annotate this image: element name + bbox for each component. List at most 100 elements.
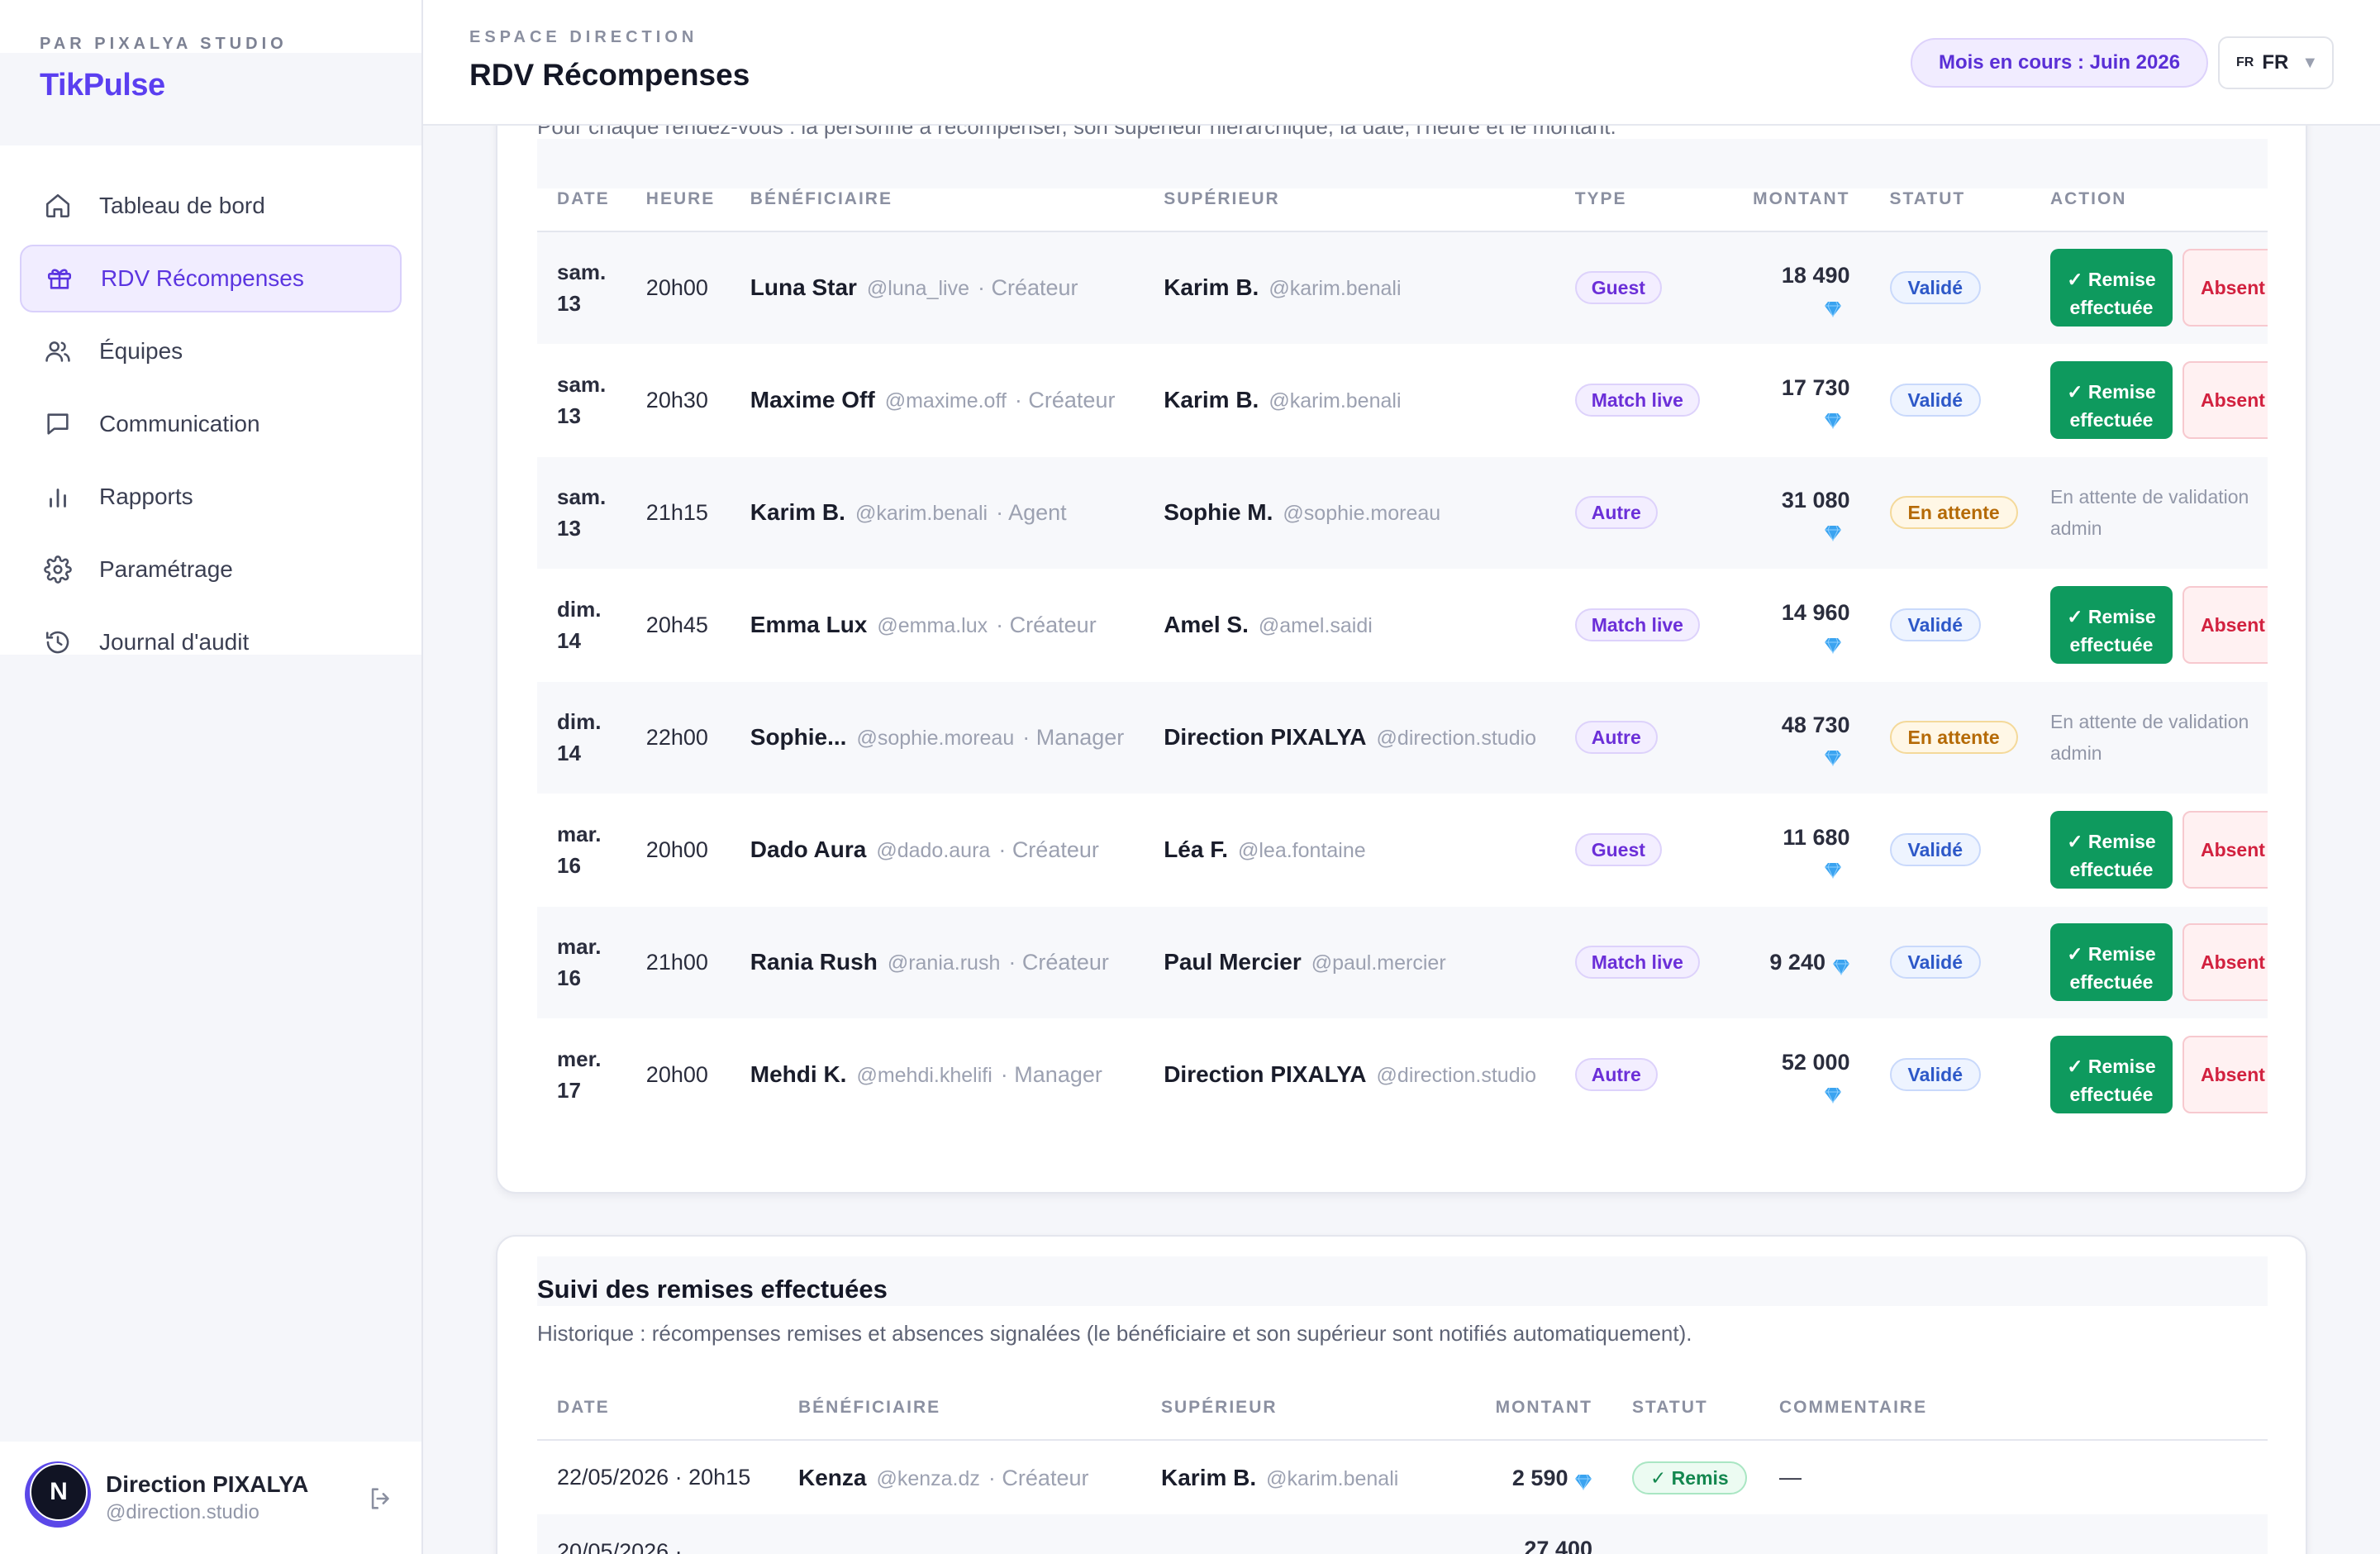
status-cell: Validé xyxy=(1869,231,2030,345)
action-cell: ✓ Remise effectuée Absent xyxy=(2030,569,2268,682)
remise-effectuee-button[interactable]: ✓ Remise effectuée xyxy=(2049,249,2173,327)
date-cell: mer. 17 xyxy=(537,1018,626,1132)
time-cell: 20h45 xyxy=(626,569,731,682)
sidebar-item-label: Tableau de bord xyxy=(99,193,265,218)
superior-handle: @lea.fontaine xyxy=(1238,839,1366,862)
absent-button[interactable]: Absent xyxy=(2182,1036,2268,1113)
action-group: ✓ Remise effectuée Absent xyxy=(2049,586,2268,664)
table-row[interactable]: mer. 17 20h00 Mehdi K. @mehdi.khelifi Manager… xyxy=(537,1018,2268,1132)
time-cell: 20h00 xyxy=(626,794,731,907)
superior-cell: Direction PIXALYA @direction.studio xyxy=(1144,1018,1555,1132)
date-day: sam. xyxy=(557,372,607,397)
col-type[interactable]: TYPE xyxy=(1554,167,1718,232)
amount-cell: 52 000 xyxy=(1717,1018,1870,1132)
absent-button[interactable]: Absent xyxy=(2182,249,2268,327)
superior-handle: @karim.benali xyxy=(1269,277,1402,301)
flag-label: FR xyxy=(2236,55,2254,69)
remise-effectuee-button[interactable]: ✓ Remise effectuée xyxy=(2049,811,2173,889)
col-superieur[interactable]: SUPÉRIEUR xyxy=(1141,1375,1464,1441)
table-row[interactable]: 22/05/2026 · 20h15 Kenza @kenza.dz Créat… xyxy=(537,1440,2268,1514)
amount-value: 11 680 xyxy=(1783,824,1850,850)
beneficiary-name: Rania Rush xyxy=(750,949,878,975)
col-beneficiaire[interactable]: BÉNÉFICIAIRE xyxy=(778,1375,1141,1441)
superior-handle: @karim.benali xyxy=(1269,389,1402,412)
remise-effectuee-button[interactable]: ✓ Remise effectuée xyxy=(2049,923,2173,1001)
user-name: Direction PIXALYA xyxy=(106,1471,309,1497)
sidebar-brand-band xyxy=(0,53,421,145)
table-row[interactable]: sam. 13 20h00 Luna Star @luna_live Créateur Ka… xyxy=(537,231,2268,345)
type-badge: Match live xyxy=(1574,946,1700,979)
absent-button[interactable]: Absent xyxy=(2182,361,2268,439)
absent-button[interactable]: Absent xyxy=(2182,923,2268,1001)
sidebar-item-tableau-de-bord[interactable]: Tableau de bord xyxy=(20,172,402,240)
avatar[interactable]: N xyxy=(25,1461,91,1528)
gift-icon xyxy=(43,262,76,295)
remise-effectuee-button[interactable]: ✓ Remise effectuée xyxy=(2049,1036,2173,1113)
type-badge: Match live xyxy=(1574,608,1700,641)
remise-effectuee-button[interactable]: ✓ Remise effectuée xyxy=(2049,361,2173,439)
status-cell: Validé xyxy=(1869,569,2030,682)
amount-cell: 2 590 xyxy=(1464,1440,1612,1514)
table-row[interactable]: dim. 14 20h45 Emma Lux @emma.lux Créateur Amel… xyxy=(537,569,2268,682)
date-cell: mar. 16 xyxy=(537,794,626,907)
table-row[interactable]: dim. 14 22h00 Sophie... @sophie.moreau Manage… xyxy=(537,681,2268,794)
sidebar-item-journal-audit[interactable]: Journal d'audit xyxy=(20,608,402,676)
table-row[interactable]: mar. 16 20h00 Dado Aura @dado.aura Créateur Lé… xyxy=(537,794,2268,907)
sidebar-item-equipes[interactable]: Équipes xyxy=(20,317,402,385)
user-handle: @direction.studio xyxy=(106,1501,259,1523)
absent-button[interactable]: Absent xyxy=(2182,586,2268,664)
beneficiary-role: Créateur xyxy=(988,1466,1088,1491)
amount-cell: 14 960 xyxy=(1717,569,1870,682)
logout-icon[interactable] xyxy=(367,1485,397,1514)
superior-handle: @direction.studio xyxy=(1376,1064,1537,1087)
col-date[interactable]: DATE xyxy=(537,167,626,232)
beneficiary-role: Agent xyxy=(996,500,1067,526)
sidebar-item-communication[interactable]: Communication xyxy=(20,390,402,458)
amount-value: 2 590 xyxy=(1511,1465,1568,1490)
amount-cell: 31 080 xyxy=(1717,456,1870,570)
language-value: FR xyxy=(2262,51,2289,74)
table-row[interactable]: 20/05/2026 · 27 400 xyxy=(537,1514,2268,1554)
col-heure[interactable]: HEURE xyxy=(626,167,731,232)
sidebar-item-rapports[interactable]: Rapports xyxy=(20,463,402,531)
status-cell xyxy=(1612,1514,1759,1554)
beneficiary-name: Sophie... xyxy=(750,724,847,750)
diamond-icon xyxy=(1824,298,1842,317)
language-select[interactable]: FR FR ▼ xyxy=(2218,36,2334,89)
col-montant[interactable]: MONTANT xyxy=(1717,167,1870,232)
date-number: 13 xyxy=(557,291,581,317)
col-superieur[interactable]: SUPÉRIEUR xyxy=(1144,167,1555,232)
col-statut[interactable]: STATUT xyxy=(1869,167,2030,232)
time-cell: 20h00 xyxy=(626,1018,731,1132)
superior-handle: @direction.studio xyxy=(1376,727,1537,750)
status-badge: ✓ Remis xyxy=(1632,1461,1747,1494)
type-cell: Autre xyxy=(1554,456,1718,570)
absent-button[interactable]: Absent xyxy=(2182,811,2268,889)
col-beneficiaire[interactable]: BÉNÉFICIAIRE xyxy=(730,167,1145,232)
sidebar-item-parametrage[interactable]: Paramétrage xyxy=(20,536,402,603)
brand-logo[interactable]: TikPulse xyxy=(40,68,165,102)
remise-effectuee-button[interactable]: ✓ Remise effectuée xyxy=(2049,586,2173,664)
table-row[interactable]: sam. 13 20h30 Maxime Off @maxime.off Créateur… xyxy=(537,344,2268,457)
date-day: mer. xyxy=(557,1046,602,1071)
col-date[interactable]: DATE xyxy=(537,1375,778,1441)
chevron-down-icon: ▼ xyxy=(2301,53,2319,72)
table-row[interactable]: mar. 16 21h00 Rania Rush @rania.rush Créateur… xyxy=(537,906,2268,1019)
amount-value: 31 080 xyxy=(1781,487,1850,512)
superior-cell xyxy=(1141,1514,1464,1554)
diamond-icon xyxy=(1574,1471,1592,1491)
rdv-table-header: DATE HEURE BÉNÉFICIAIRE SUPÉRIEUR TYPE M… xyxy=(537,167,2268,232)
sidebar-item-rdv-recompenses[interactable]: RDV Récompenses xyxy=(20,245,402,312)
action-cell: ✓ Remise effectuée Absent xyxy=(2030,906,2268,1019)
date-number: 13 xyxy=(557,516,581,541)
superior-cell: Paul Mercier @paul.mercier xyxy=(1144,906,1555,1019)
table-row[interactable]: sam. 13 21h15 Karim B. @karim.benali Agent Sop… xyxy=(537,456,2268,570)
amount-value: 14 960 xyxy=(1781,599,1850,625)
current-month-pill[interactable]: Mois en cours : Juin 2026 xyxy=(1911,38,2208,88)
col-statut[interactable]: STATUT xyxy=(1612,1375,1759,1441)
type-badge: Match live xyxy=(1574,384,1700,417)
col-montant[interactable]: MONTANT xyxy=(1464,1375,1612,1441)
status-cell: Validé xyxy=(1869,906,2030,1019)
beneficiary-cell: Dado Aura @dado.aura Créateur xyxy=(730,794,1145,907)
superior-name: Léa F. xyxy=(1164,837,1228,862)
